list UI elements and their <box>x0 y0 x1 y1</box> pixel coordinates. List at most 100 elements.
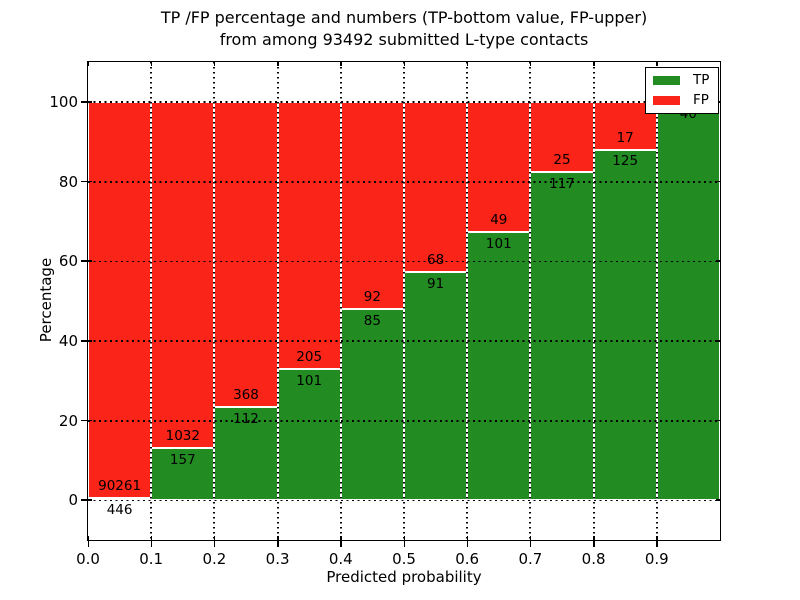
x-tick-mark <box>87 536 89 547</box>
tp-count-label: 112 <box>233 411 259 428</box>
fp-count-label: 17 <box>616 129 634 146</box>
x-tick-mark-top <box>403 62 405 66</box>
y-tick-label: 20 <box>58 411 78 430</box>
legend-entry-tp: TP <box>653 73 709 87</box>
y-tick-mark-right <box>716 340 720 342</box>
plot-area: 90261 446 1032 157 368 112 205 101 92 85 68 91 49 101… <box>49 61 721 568</box>
v-gridline <box>213 62 216 540</box>
x-tick-mark-top <box>213 62 216 66</box>
h-gridline <box>88 101 720 103</box>
bar-segment-tp <box>656 101 720 501</box>
x-tick-mark-top <box>656 62 658 66</box>
y-tick-label: 60 <box>58 252 78 271</box>
legend-swatch-tp <box>653 75 680 85</box>
bar-segment-fp <box>88 101 152 499</box>
x-tick-mark <box>213 536 216 547</box>
chart-title-line1: TP /FP percentage and numbers (TP-bottom… <box>160 8 648 27</box>
tp-count-label: 446 <box>106 502 133 519</box>
legend-entry-fp: FP <box>653 93 709 107</box>
y-tick-mark <box>81 499 92 501</box>
bar-segment-fp <box>214 101 278 408</box>
fp-count-label: 25 <box>553 152 571 169</box>
x-tick-label: 0.9 <box>644 550 669 568</box>
fp-count-label: 205 <box>296 348 323 365</box>
x-tick-mark-top <box>466 62 469 66</box>
y-tick-mark <box>81 101 92 103</box>
v-gridline <box>403 62 405 540</box>
fp-count-label: 368 <box>233 387 259 404</box>
x-tick-label: 0.8 <box>581 550 606 568</box>
legend-swatch-fp <box>653 95 680 105</box>
y-tick-mark-right <box>716 499 720 501</box>
tp-count-label: 91 <box>427 276 445 293</box>
chart-title: TP /FP percentage and numbers (TP-bottom… <box>161 7 647 51</box>
x-tick-mark <box>529 536 532 547</box>
bar-segment-fp <box>340 101 404 309</box>
y-tick-mark-right <box>716 419 720 422</box>
v-gridline <box>655 62 658 540</box>
tp-count-label: 85 <box>363 312 381 329</box>
fp-count-label: 49 <box>490 212 508 229</box>
bar-segment-fp <box>151 101 215 448</box>
h-gridline <box>88 181 720 183</box>
y-axis-label: Percentage <box>37 257 55 343</box>
bar-segment-fp <box>277 101 341 369</box>
h-gridline <box>88 420 720 422</box>
x-tick-mark <box>466 536 469 547</box>
y-tick-mark-right <box>716 260 720 262</box>
x-axis-label: Predicted probability <box>326 568 482 586</box>
x-tick-mark-top <box>340 62 342 66</box>
x-tick-mark-top <box>150 62 153 66</box>
tp-count-label: 101 <box>296 372 323 389</box>
y-tick-mark <box>81 340 92 342</box>
fp-count-label: 68 <box>427 252 445 269</box>
x-tick-mark-top <box>529 62 532 66</box>
x-tick-mark-top <box>277 62 279 66</box>
h-gridline <box>88 499 720 502</box>
bar-segment-tp <box>593 149 657 501</box>
y-tick-label: 80 <box>58 172 78 191</box>
chart-title-line2: from among 93492 submitted L-type contac… <box>219 30 589 49</box>
x-tick-label: 0.6 <box>455 550 480 568</box>
fp-count-label: 1032 <box>165 427 200 444</box>
v-gridline <box>276 62 279 540</box>
v-gridline <box>466 62 469 540</box>
bar-segment-tp <box>340 308 404 501</box>
x-tick-mark-top <box>593 62 595 66</box>
bar-segment-tp <box>404 272 468 501</box>
bar-segment-tp <box>467 231 531 501</box>
tp-count-label: 101 <box>485 235 512 252</box>
y-tick-label: 100 <box>49 92 78 111</box>
v-gridline <box>339 62 342 540</box>
x-tick-label: 0.3 <box>265 550 290 568</box>
tp-count-label: 125 <box>612 153 639 170</box>
x-tick-label: 0.5 <box>392 550 416 568</box>
y-tick-mark <box>81 419 92 422</box>
x-tick-mark-top <box>87 62 89 66</box>
v-gridline <box>150 62 153 540</box>
x-tick-mark <box>403 536 405 547</box>
tp-count-label: 117 <box>549 175 575 192</box>
legend-label: TP <box>693 72 710 88</box>
x-tick-mark <box>593 536 595 547</box>
x-tick-mark <box>656 536 658 547</box>
y-tick-mark <box>81 180 92 183</box>
bar-segment-fp <box>404 101 468 273</box>
fp-count-label: 92 <box>363 288 381 305</box>
x-tick-label: 0.2 <box>202 550 227 568</box>
x-tick-label: 0.7 <box>518 550 543 568</box>
x-tick-label: 0.4 <box>328 550 353 568</box>
x-tick-mark <box>277 536 279 547</box>
fp-count-label: 90261 <box>98 478 142 495</box>
legend: TP FP <box>645 67 720 114</box>
legend-label: FP <box>693 92 709 108</box>
x-tick-mark <box>150 536 153 547</box>
y-tick-label: 0 <box>68 491 78 510</box>
x-tick-label: 0.0 <box>76 550 100 568</box>
x-tick-mark <box>340 536 342 547</box>
h-gridline <box>88 340 720 342</box>
v-gridline <box>592 62 595 540</box>
v-gridline <box>529 62 532 540</box>
x-tick-label: 0.1 <box>139 550 164 568</box>
